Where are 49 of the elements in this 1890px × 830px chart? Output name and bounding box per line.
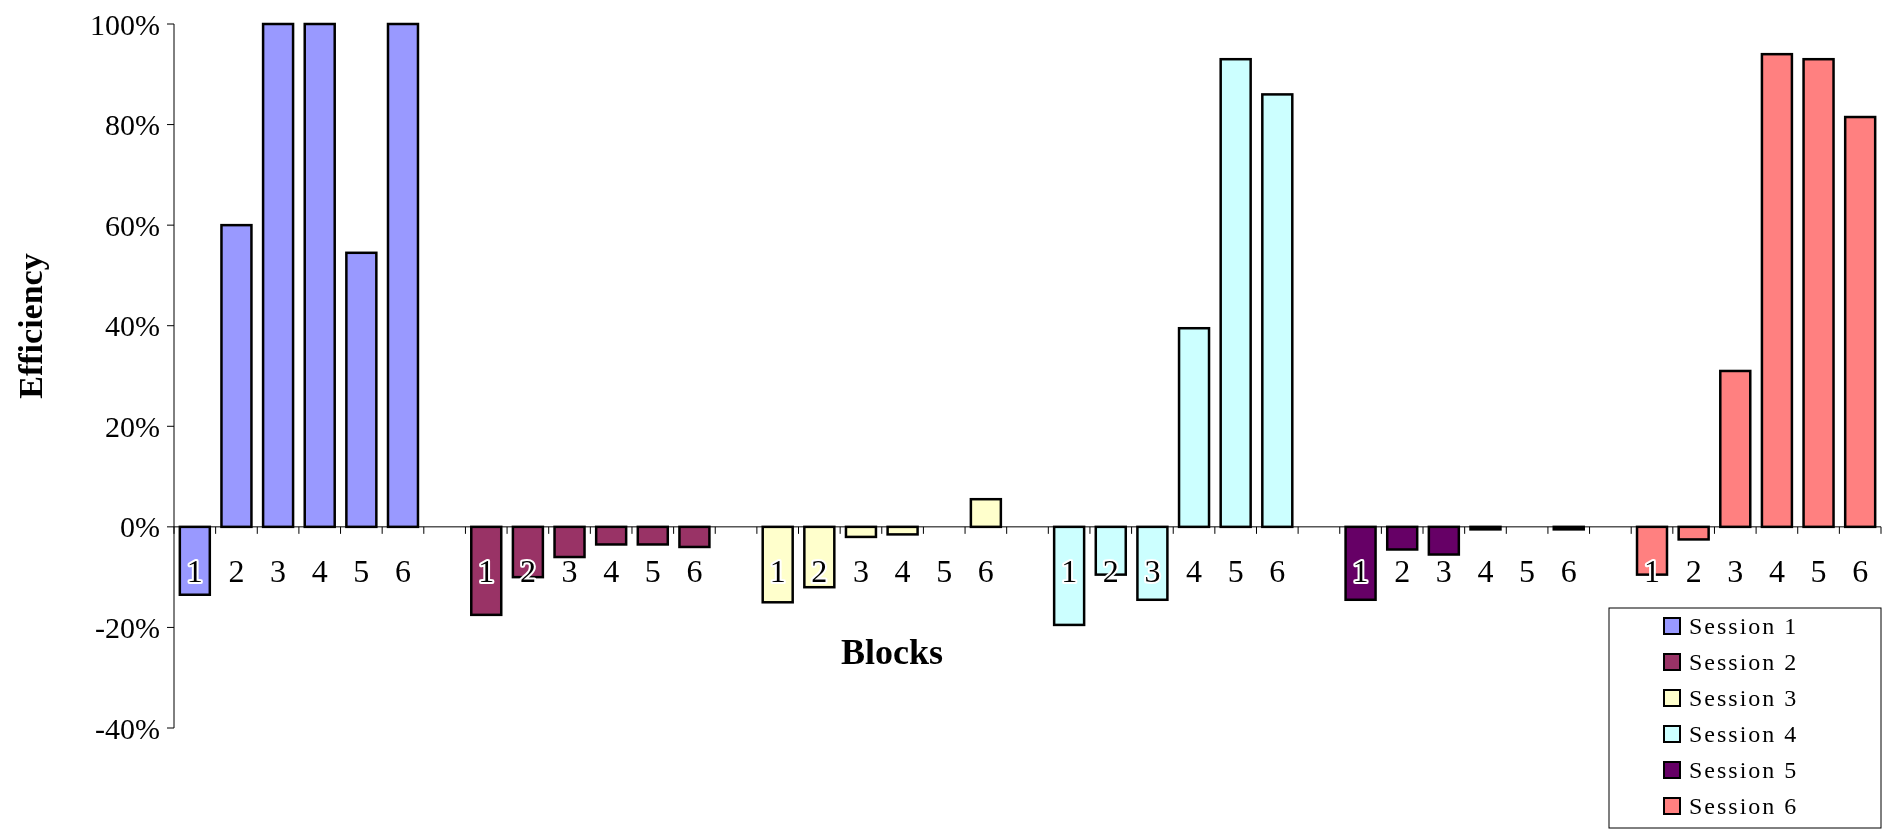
x-tick-label: 5: [353, 552, 370, 589]
x-tick-label: 1: [478, 552, 495, 589]
y-tick-label: 40%: [105, 309, 160, 343]
x-tick-label: 2: [1394, 552, 1411, 589]
x-tick-label: 2: [1685, 552, 1702, 589]
x-tick-label: 3: [270, 552, 287, 589]
x-tick-label: 5: [1519, 552, 1536, 589]
x-tick-label: 6: [1560, 552, 1577, 589]
y-tick-label: 20%: [105, 409, 160, 443]
x-tick-label: 2: [811, 552, 828, 589]
x-tick-label: 3: [1727, 552, 1744, 589]
legend-label: Session 5: [1689, 757, 1799, 784]
x-tick-label: 5: [1227, 552, 1244, 589]
x-tick-label: 6: [394, 552, 411, 589]
x-tick-label: 6: [1852, 552, 1869, 589]
x-tick-label: 3: [852, 552, 869, 589]
legend-label: Session 3: [1689, 685, 1799, 712]
x-tick-label: 4: [1768, 552, 1785, 589]
y-tick-label: 60%: [105, 208, 160, 242]
x-tick-label: 4: [894, 552, 911, 589]
y-tick-label: -40%: [95, 711, 160, 745]
legend-label: Session 1: [1689, 613, 1799, 640]
x-tick-label: 6: [977, 552, 994, 589]
x-tick-label: 1: [1352, 552, 1369, 589]
y-tick-label: -20%: [95, 610, 160, 644]
x-tick-label: 1: [1061, 552, 1078, 589]
x-tick-label: 6: [686, 552, 703, 589]
x-tick-label: 6: [1269, 552, 1286, 589]
x-tick-label: 5: [644, 552, 661, 589]
x-tick-label: 2: [228, 552, 245, 589]
legend-label: Session 4: [1689, 721, 1799, 748]
x-tick-label: 1: [769, 552, 786, 589]
x-tick-label: 1: [186, 552, 203, 589]
x-tick-label: 4: [311, 552, 328, 589]
x-tick-label: 4: [1186, 552, 1203, 589]
y-tick-label: 0%: [120, 510, 160, 544]
y-tick-label: 100%: [90, 7, 160, 41]
y-tick-label: 80%: [105, 108, 160, 142]
x-tick-label: 4: [603, 552, 620, 589]
legend-label: Session 2: [1689, 649, 1799, 676]
x-tick-label: 4: [1477, 552, 1494, 589]
x-tick-label: 5: [936, 552, 953, 589]
x-tick-label: 3: [561, 552, 578, 589]
x-tick-label: 3: [1144, 552, 1161, 589]
y-axis-title: Efficiency: [12, 253, 49, 399]
legend-label: Session 6: [1689, 793, 1799, 820]
x-axis-title: Blocks: [840, 632, 944, 672]
x-tick-label: 5: [1810, 552, 1827, 589]
x-tick-label: 3: [1435, 552, 1452, 589]
